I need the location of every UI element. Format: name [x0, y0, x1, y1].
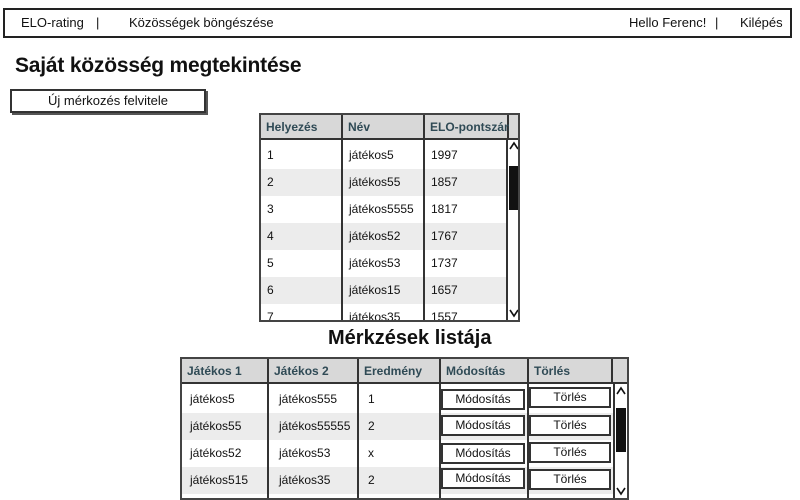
player2-cell: játékos55555 — [279, 419, 351, 433]
table-row[interactable]: 2 játékos55 1857 — [261, 169, 506, 196]
player1-cell: játékos52 — [190, 446, 242, 460]
table-row[interactable]: játékos52 játékos53 x Módosítás Törlés — [182, 440, 615, 467]
column-divider — [423, 140, 425, 320]
table-row[interactable]: 4 játékos52 1767 — [261, 223, 506, 250]
rank-cell: 1 — [267, 148, 274, 162]
player1-cell: játékos55 — [190, 419, 242, 433]
edit-match-button[interactable]: Módosítás — [441, 415, 525, 436]
player1-cell: játékos515 — [190, 473, 249, 487]
rank-cell: 5 — [267, 256, 274, 270]
page-title: Saját közösség megtekintése — [15, 54, 302, 77]
elo-score-cell: 1817 — [431, 202, 458, 216]
scroll-up-arrow-icon[interactable] — [508, 141, 518, 153]
matches-header-player1[interactable]: Játékos 1 — [182, 359, 269, 384]
rank-cell: 7 — [267, 310, 274, 322]
table-row[interactable]: játékos5 játékos555 1 Módosítás Törlés — [182, 386, 615, 413]
column-divider — [527, 384, 529, 498]
rank-cell: 4 — [267, 229, 274, 243]
table-row[interactable]: 1 játékos5 1997 — [261, 142, 506, 169]
rank-cell: 2 — [267, 175, 274, 189]
elo-score-cell: 1767 — [431, 229, 458, 243]
column-divider — [267, 384, 269, 498]
player-name-cell: játékos15 — [349, 283, 401, 297]
player2-cell: játékos35 — [279, 473, 331, 487]
table-row[interactable]: játékos55 játékos55555 2 Módosítás Törlé… — [182, 413, 615, 440]
nav-separator: | — [96, 15, 100, 30]
column-divider — [439, 384, 441, 498]
matches-section-title: Mérkzések listája — [328, 327, 492, 349]
result-cell: 2 — [368, 473, 375, 487]
player-name-cell: játékos5 — [349, 148, 394, 162]
elo-score-cell: 1857 — [431, 175, 458, 189]
delete-match-button[interactable]: Törlés — [529, 442, 611, 463]
matches-header-corner — [613, 359, 627, 384]
result-cell: x — [368, 446, 374, 460]
rank-cell: 3 — [267, 202, 274, 216]
player-name-cell: játékos55 — [349, 175, 401, 189]
nav-separator: | — [715, 15, 719, 30]
matches-table: Játékos 1 Játékos 2 Eredmény Módosítás T… — [180, 357, 629, 500]
logout-link[interactable]: Kilépés — [740, 15, 783, 30]
delete-match-button[interactable]: Törlés — [529, 387, 611, 408]
table-row[interactable]: 3 játékos5555 1817 — [261, 196, 506, 223]
column-divider — [341, 140, 343, 320]
top-nav-bar: ELO-rating | Közösségek böngészése Hello… — [3, 8, 792, 38]
elo-score-cell: 1557 — [431, 310, 458, 322]
scroll-down-arrow-icon[interactable] — [615, 486, 627, 498]
greeting-text: Hello Ferenc! — [629, 15, 707, 30]
table-row[interactable]: 7 játékos35 1557 — [261, 304, 506, 322]
player2-cell: játékos53 — [279, 446, 331, 460]
result-cell: 1 — [368, 392, 375, 406]
browse-communities-link[interactable]: Közösségek böngészése — [129, 15, 274, 30]
column-divider — [357, 384, 359, 498]
scroll-down-arrow-icon[interactable] — [508, 308, 518, 320]
rank-cell: 6 — [267, 283, 274, 297]
delete-match-button[interactable]: Törlés — [529, 415, 611, 436]
scroll-up-arrow-icon[interactable] — [615, 386, 627, 398]
ranking-header-position[interactable]: Helyezés — [261, 115, 343, 140]
ranking-header-name[interactable]: Név — [343, 115, 425, 140]
matches-header-result[interactable]: Eredmény — [359, 359, 441, 384]
ranking-header-corner — [509, 115, 518, 140]
elo-score-cell: 1997 — [431, 148, 458, 162]
player1-cell: játékos5 — [190, 392, 235, 406]
table-row[interactable]: játékos515 játékos35 2 Módosítás Törlés — [182, 467, 615, 494]
player2-cell: játékos555 — [279, 392, 338, 406]
elo-score-cell: 1657 — [431, 283, 458, 297]
edit-match-button[interactable]: Módosítás — [441, 389, 525, 410]
ranking-table: Helyezés Név ELO-pontszám 1 játékos5 199… — [259, 113, 520, 322]
matches-header-player2[interactable]: Játékos 2 — [269, 359, 359, 384]
matches-header-delete[interactable]: Törlés — [529, 359, 613, 384]
delete-match-button[interactable]: Törlés — [529, 469, 611, 490]
player-name-cell: játékos35 — [349, 310, 401, 322]
matches-scrollbar[interactable] — [613, 384, 627, 498]
table-row[interactable]: 6 játékos15 1657 — [261, 277, 506, 304]
ranking-scrollbar[interactable] — [506, 140, 518, 320]
player-name-cell: játékos5555 — [349, 202, 414, 216]
player-name-cell: játékos53 — [349, 256, 401, 270]
player-name-cell: játékos52 — [349, 229, 401, 243]
edit-match-button[interactable]: Módosítás — [441, 443, 525, 464]
result-cell: 2 — [368, 419, 375, 433]
ranking-header-elo[interactable]: ELO-pontszám — [425, 115, 515, 140]
elo-score-cell: 1737 — [431, 256, 458, 270]
scrollbar-thumb[interactable] — [616, 408, 626, 452]
matches-header-edit[interactable]: Módosítás — [441, 359, 529, 384]
edit-match-button[interactable]: Módosítás — [441, 468, 525, 489]
scrollbar-thumb[interactable] — [509, 166, 518, 210]
app-title: ELO-rating — [21, 15, 84, 30]
table-row[interactable]: 5 játékos53 1737 — [261, 250, 506, 277]
new-match-button[interactable]: Új mérkozés felvitele — [10, 89, 206, 113]
